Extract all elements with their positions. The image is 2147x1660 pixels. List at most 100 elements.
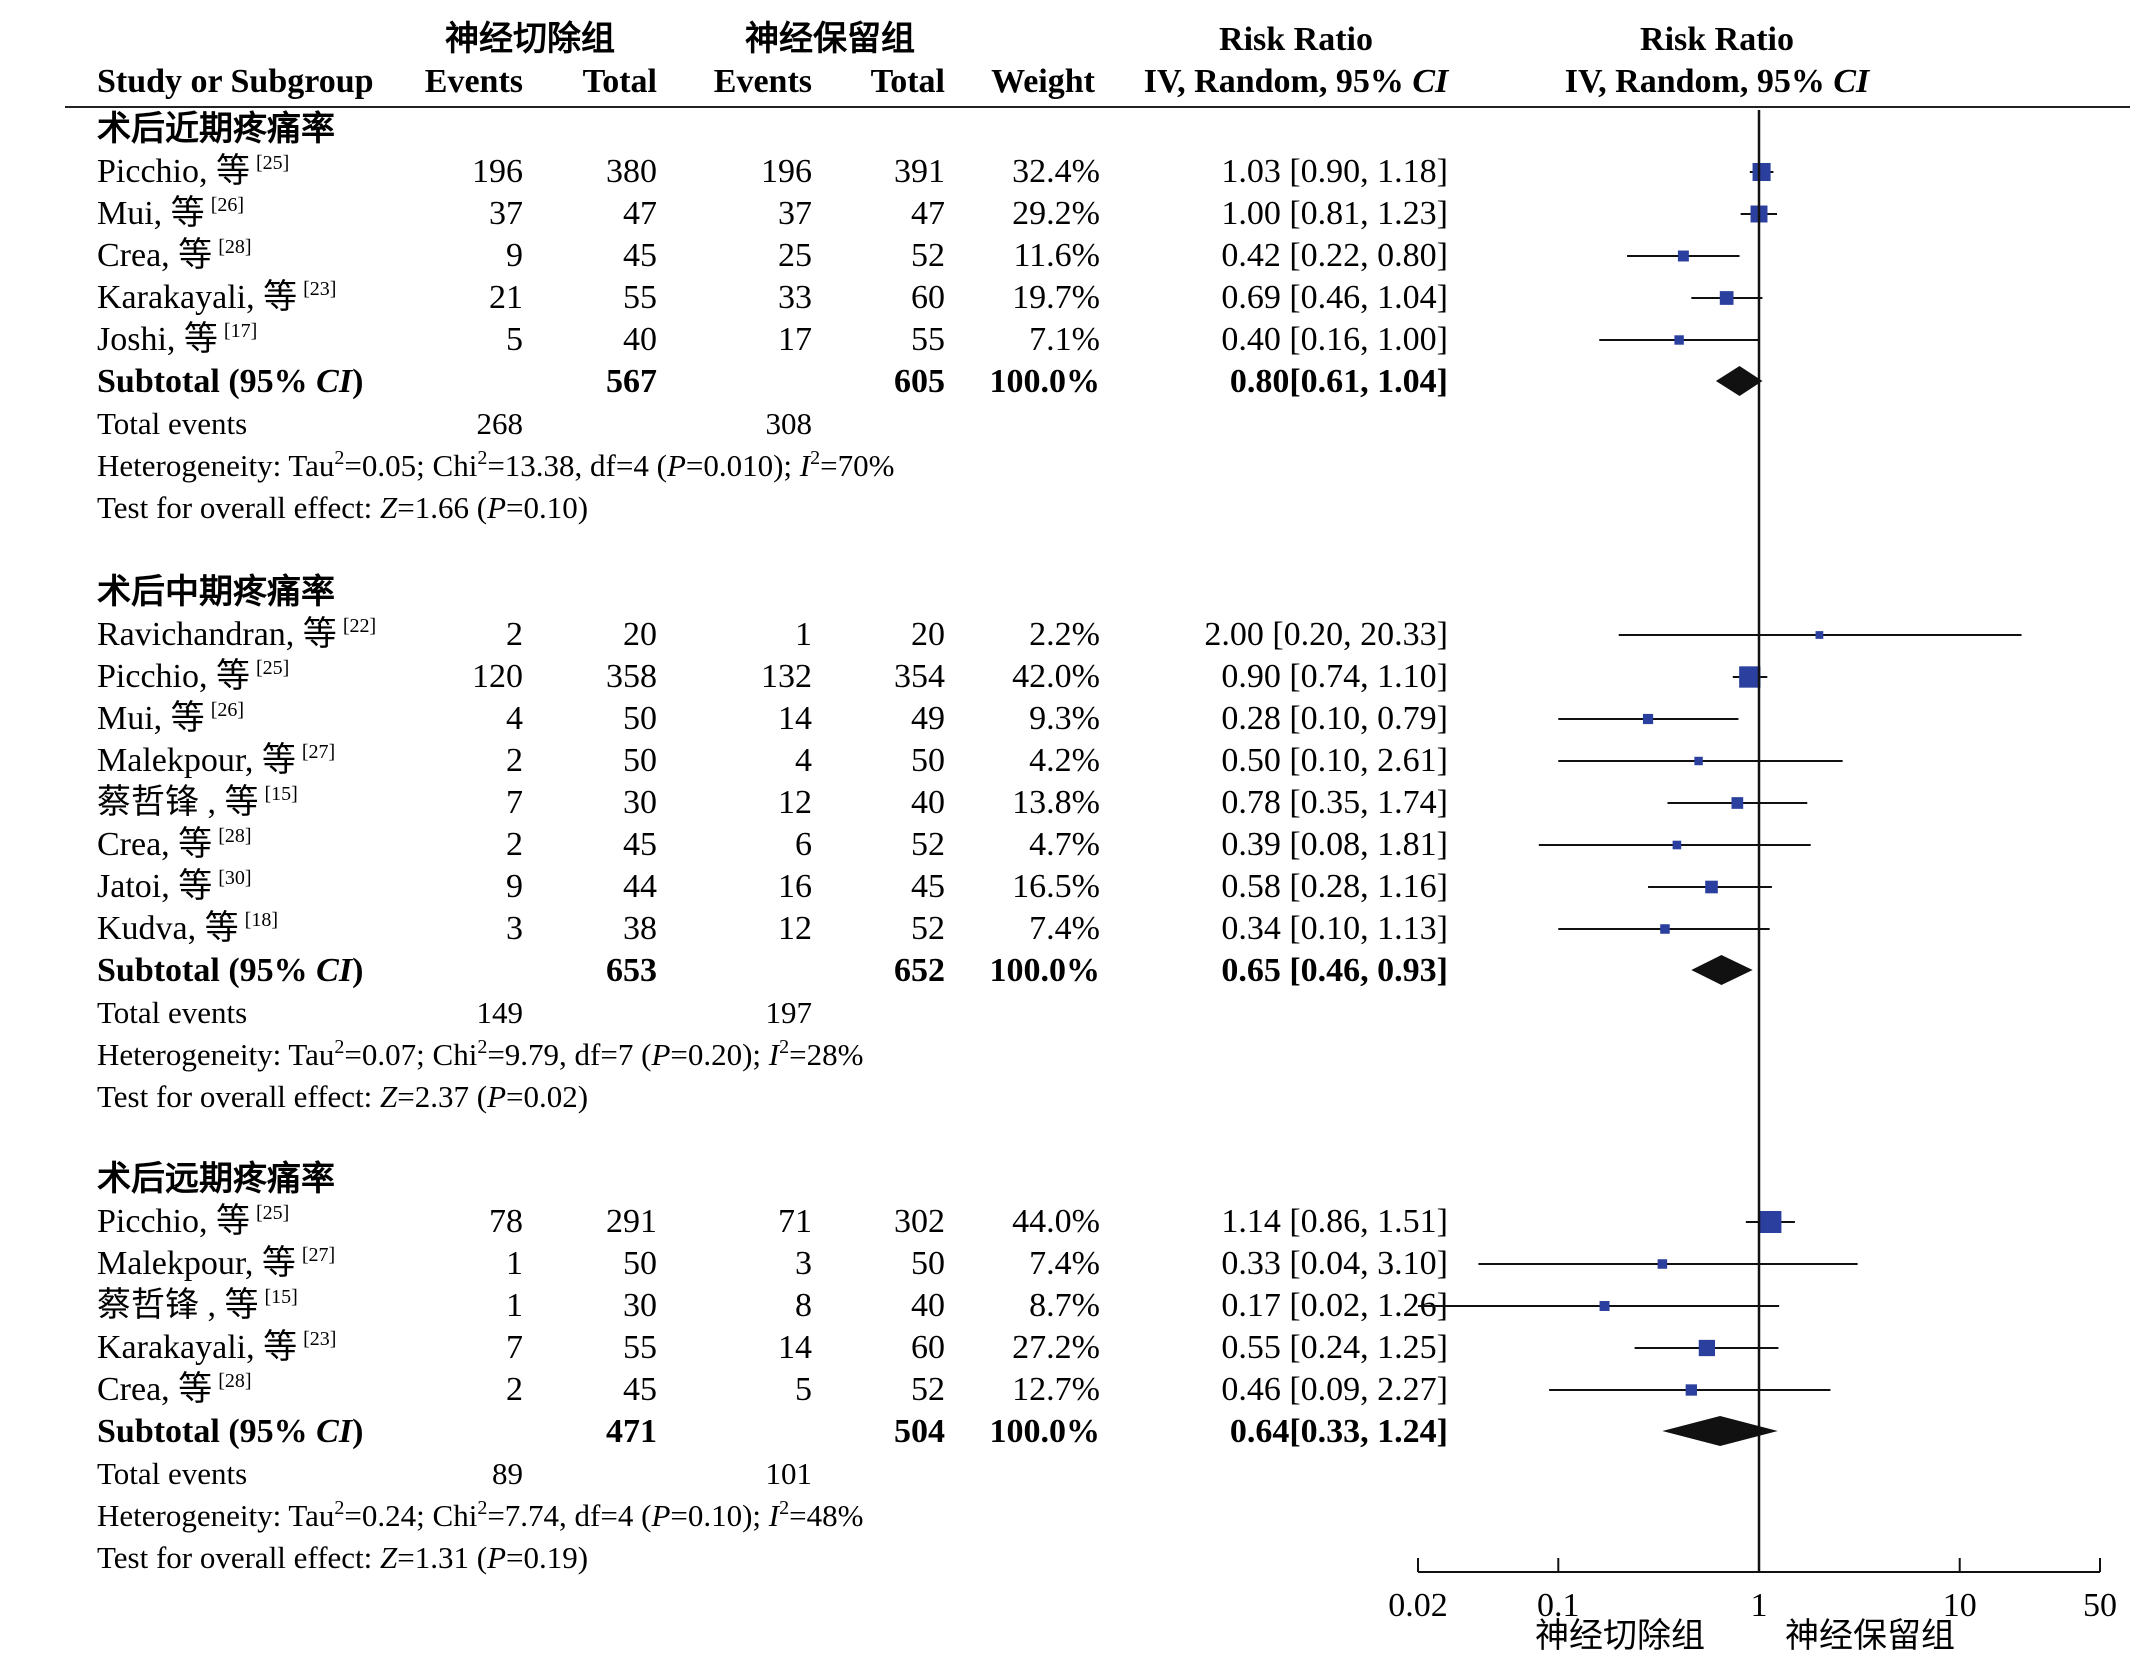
total-events-label: Total events — [97, 406, 247, 441]
exp-events-cell: 2 — [506, 616, 523, 653]
ctrl-total-cell: 50 — [911, 1245, 945, 1282]
study-name: Ravichandran, 等 [22] — [97, 615, 376, 653]
exp-total-cell: 20 — [623, 616, 657, 653]
weight-cell: 44.0% — [1012, 1203, 1100, 1240]
rr-ci-cell: 0.28 [0.10, 0.79] — [1221, 700, 1448, 737]
exp-total-cell: 50 — [623, 700, 657, 737]
exp-events-cell: 2 — [506, 826, 523, 863]
heterogeneity-text: Heterogeneity: Tau2=0.24; Chi2=7.74, df=… — [97, 1497, 863, 1533]
control-group-label: 神经保留组 — [745, 19, 915, 59]
study-marker — [1674, 335, 1684, 345]
rr-ci-cell: 0.69 [0.46, 1.04] — [1221, 279, 1448, 316]
exp-total-cell: 40 — [623, 321, 657, 358]
study-name: Kudva, 等 [18] — [97, 909, 278, 947]
exp-events-cell: 120 — [472, 658, 523, 695]
rr-ci-cell: 0.58 [0.28, 1.16] — [1221, 868, 1448, 905]
rr-ci-cell: 1.00 [0.81, 1.23] — [1221, 195, 1448, 232]
study-col-header: Study or Subgroup — [97, 63, 374, 100]
ctrl-events-header: Events — [714, 63, 812, 100]
weight-cell: 19.7% — [1012, 279, 1100, 316]
ctrl-events-cell: 12 — [778, 784, 812, 821]
study-marker — [1694, 756, 1703, 766]
exp-events-header: Events — [425, 63, 523, 100]
study-marker — [1660, 924, 1670, 934]
exp-events-cell: 2 — [506, 742, 523, 779]
study-marker — [1731, 797, 1744, 809]
subtotal-diamond — [1715, 366, 1763, 396]
weight-cell: 32.4% — [1012, 153, 1100, 190]
exp-total-cell: 45 — [623, 237, 657, 274]
exp-total-cell: 45 — [623, 826, 657, 863]
exp-events-cell: 7 — [506, 1329, 523, 1366]
weight-cell: 42.0% — [1012, 658, 1100, 695]
ctrl-events-cell: 1 — [795, 616, 812, 653]
exp-total-cell: 47 — [623, 195, 657, 232]
weight-cell: 4.2% — [1029, 742, 1100, 779]
ctrl-events-cell: 196 — [761, 153, 812, 190]
study-name: Picchio, 等 [25] — [97, 152, 289, 190]
ctrl-total-cell: 52 — [911, 910, 945, 947]
study-marker — [1759, 1211, 1782, 1233]
ctrl-events-cell: 14 — [778, 700, 812, 737]
ctrl-total-cell: 302 — [894, 1203, 945, 1240]
ctrl-events-cell: 8 — [795, 1287, 812, 1324]
rr-ci-cell: 0.46 [0.09, 2.27] — [1221, 1371, 1448, 1408]
exp-total-cell: 30 — [623, 784, 657, 821]
exp-total-cell: 38 — [623, 910, 657, 947]
rr-ci-cell: 2.00 [0.20, 20.33] — [1204, 616, 1448, 653]
study-name: Picchio, 等 [25] — [97, 1202, 289, 1240]
subtotal-label: Subtotal (95% CI) — [97, 952, 363, 989]
study-name: Karakayali, 等 [23] — [97, 1328, 336, 1366]
ctrl-total-cell: 354 — [894, 658, 945, 695]
subtotal-ctrl-total: 504 — [894, 1413, 945, 1450]
weight-cell: 13.8% — [1012, 784, 1100, 821]
exp-events-cell: 21 — [489, 279, 523, 316]
exp-events-cell: 78 — [489, 1203, 523, 1240]
ctrl-events-cell: 6 — [795, 826, 812, 863]
heterogeneity-text: Heterogeneity: Tau2=0.05; Chi2=13.38, df… — [97, 447, 894, 483]
study-marker — [1815, 631, 1824, 639]
study-marker — [1685, 1384, 1697, 1396]
forest-marks — [1418, 110, 2022, 1572]
rr-ci-cell: 0.50 [0.10, 2.61] — [1221, 742, 1448, 779]
study-marker — [1739, 666, 1761, 688]
total-events-label: Total events — [97, 995, 247, 1030]
subtotal-weight: 100.0% — [990, 952, 1101, 989]
x-axis: 0.02 0.1 1 10 50 — [1388, 1558, 2117, 1624]
ctrl-total-cell: 20 — [911, 616, 945, 653]
x-tick-label: 10 — [1943, 1587, 1977, 1624]
weight-header: Weight — [991, 63, 1096, 100]
rr-ci-cell: 1.14 [0.86, 1.51] — [1221, 1203, 1448, 1240]
exp-events-cell: 9 — [506, 237, 523, 274]
rr-method-header: IV, Random, 95% CI — [1144, 63, 1450, 100]
subtotal-rr-ci: 0.65 [0.46, 0.93] — [1221, 952, 1448, 989]
rr-ci-cell: 0.17 [0.02, 1.26] — [1221, 1287, 1448, 1324]
exp-total-header: Total — [583, 63, 657, 100]
study-marker — [1705, 880, 1718, 894]
rr-ci-cell: 0.40 [0.16, 1.00] — [1221, 321, 1448, 358]
subtotal-rr-ci: 0.64[0.33, 1.24] — [1230, 1413, 1448, 1450]
exp-events-cell: 4 — [506, 700, 523, 737]
study-marker — [1719, 291, 1734, 305]
exp-total-cell: 30 — [623, 1287, 657, 1324]
subtotal-exp-total: 471 — [606, 1413, 657, 1450]
rr-ci-cell: 0.33 [0.04, 3.10] — [1221, 1245, 1448, 1282]
ctrl-events-cell: 5 — [795, 1371, 812, 1408]
ctrl-events-cell: 71 — [778, 1203, 812, 1240]
exp-total-cell: 50 — [623, 742, 657, 779]
weight-cell: 7.4% — [1029, 1245, 1100, 1282]
study-marker — [1642, 713, 1654, 725]
exp-total-cell: 55 — [623, 279, 657, 316]
study-name: Malekpour, 等 [27] — [97, 741, 335, 779]
rr-ci-cell: 0.42 [0.22, 0.80] — [1221, 237, 1448, 274]
ctrl-total-cell: 60 — [911, 1329, 945, 1366]
exp-total-cell: 358 — [606, 658, 657, 695]
subtotal-weight: 100.0% — [990, 1413, 1101, 1450]
exp-events-cell: 1 — [506, 1287, 523, 1324]
ctrl-total-cell: 55 — [911, 321, 945, 358]
ctrl-total-cell: 60 — [911, 279, 945, 316]
ctrl-events-cell: 4 — [795, 742, 812, 779]
rr-ci-cell: 0.55 [0.24, 1.25] — [1221, 1329, 1448, 1366]
exp-events-cell: 2 — [506, 1371, 523, 1408]
